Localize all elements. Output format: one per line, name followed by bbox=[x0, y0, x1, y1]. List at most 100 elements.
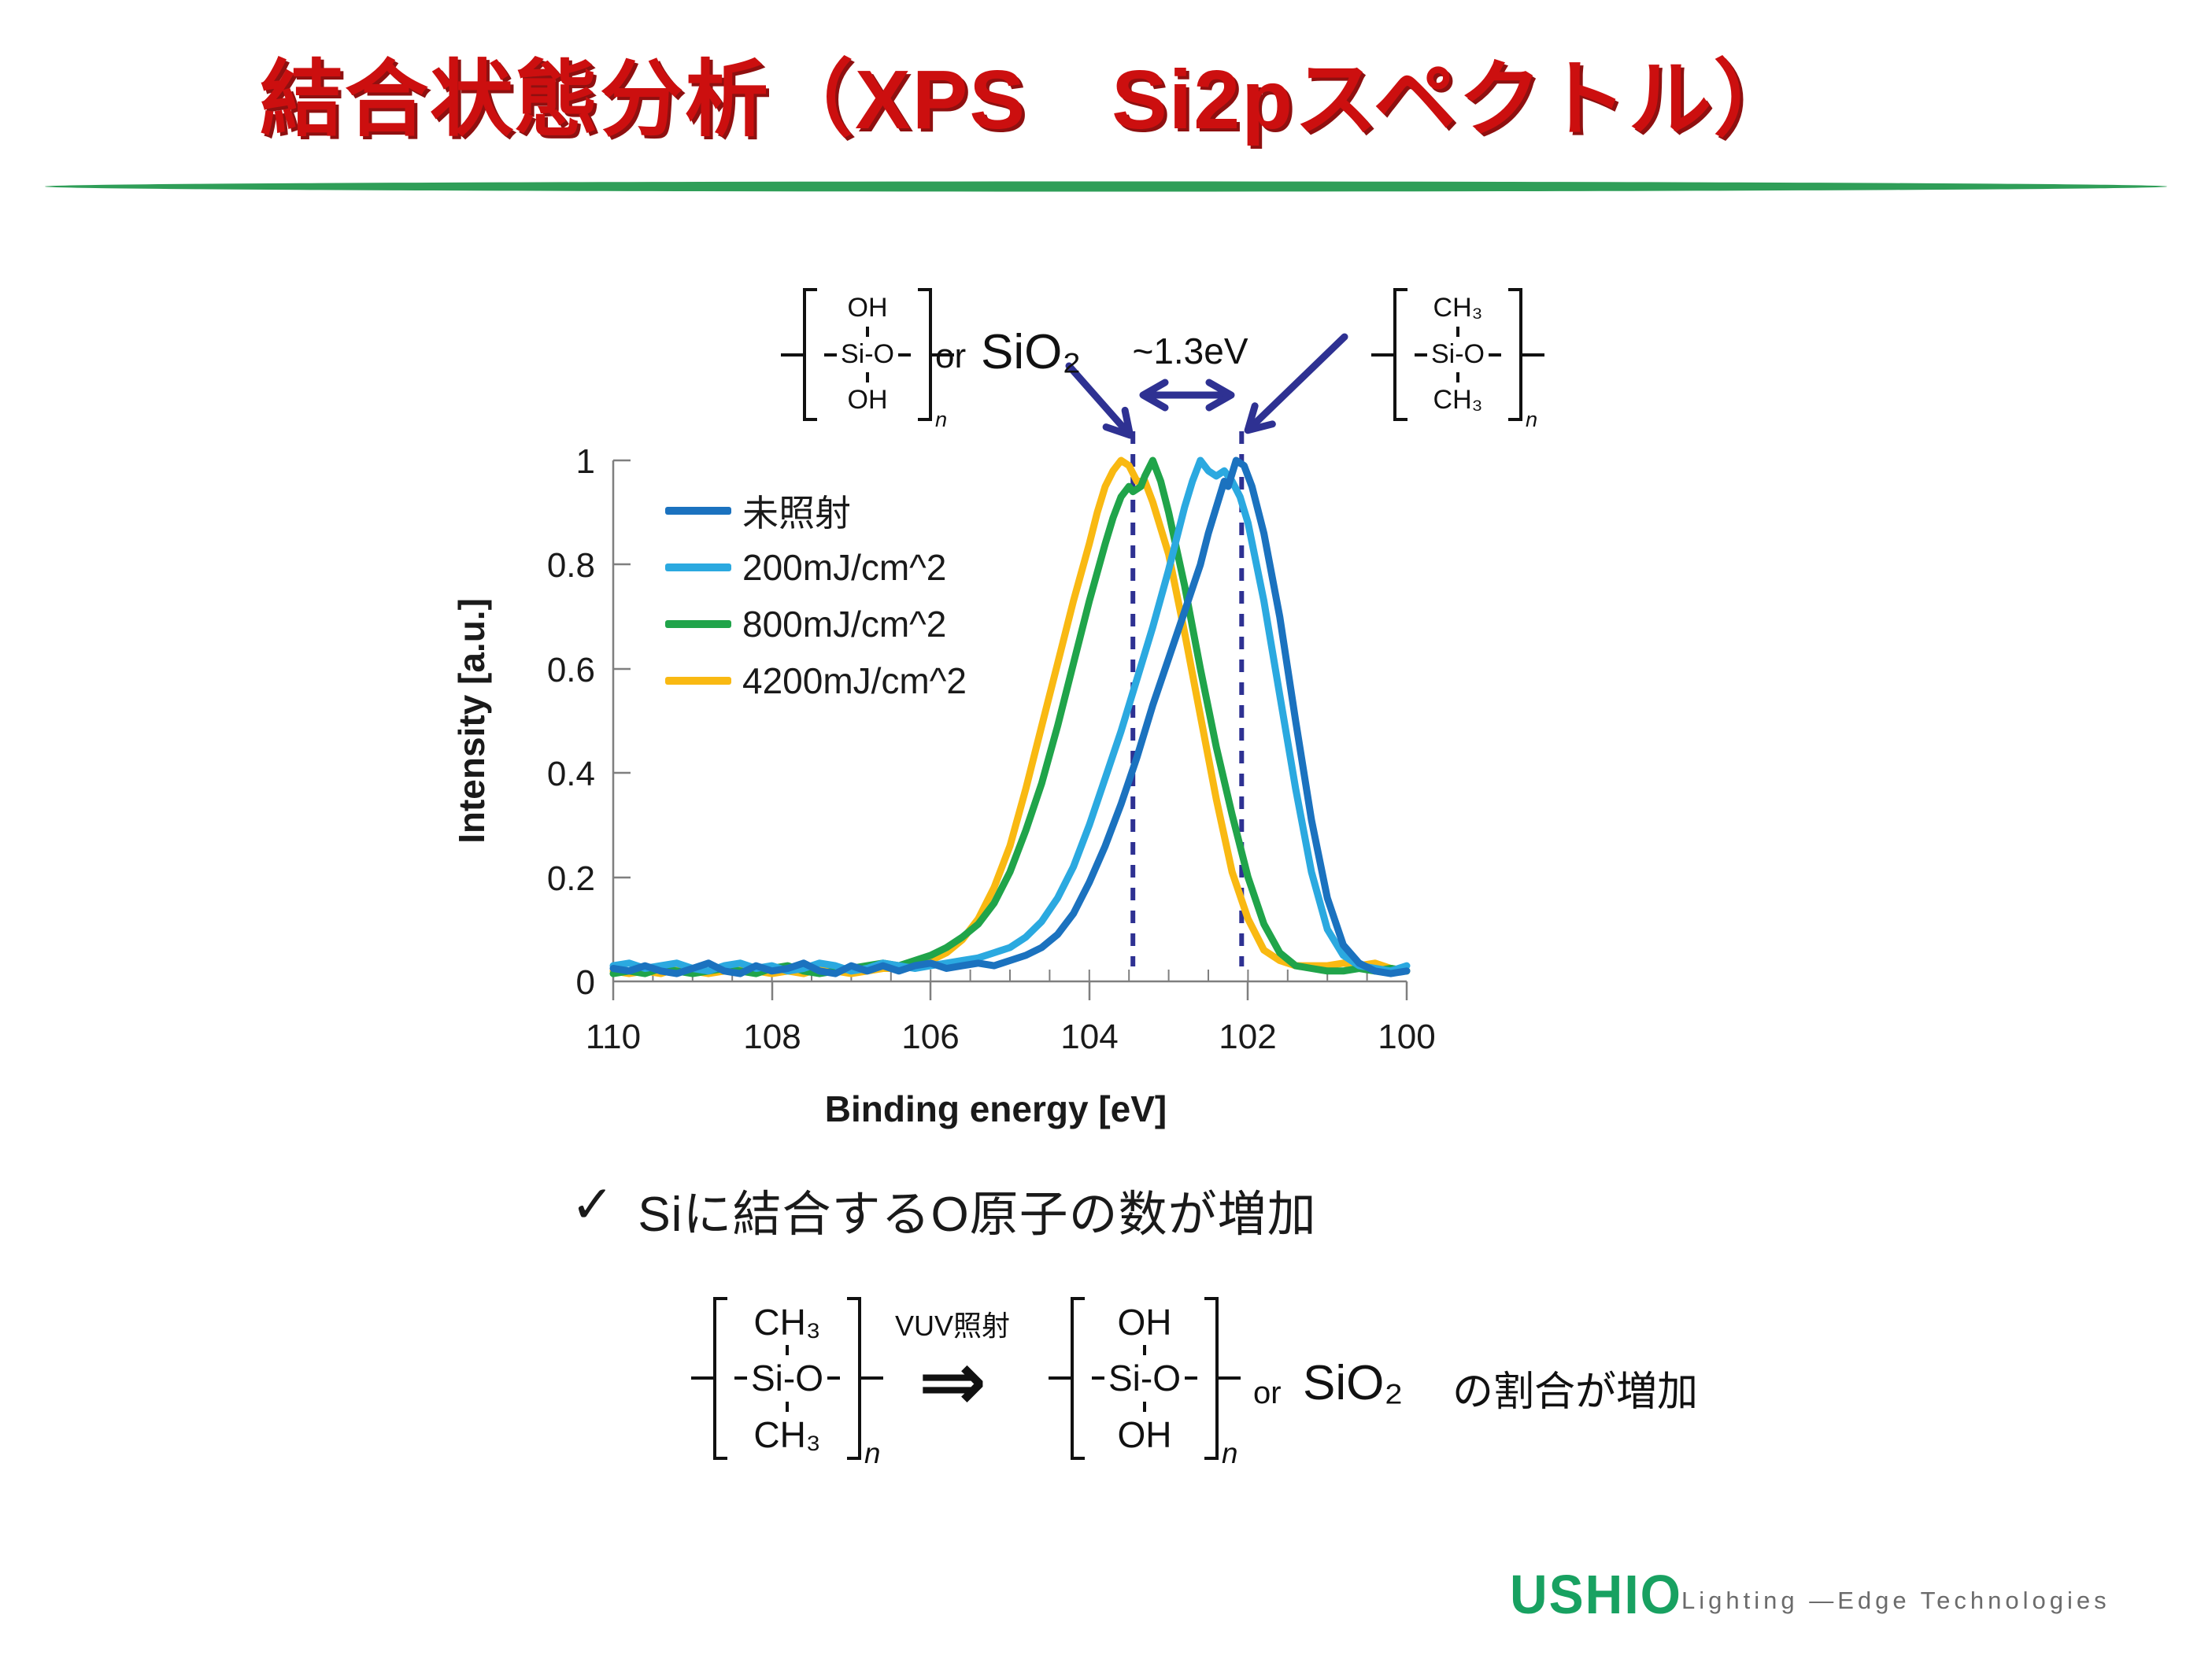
chain-bond bbox=[1371, 353, 1393, 357]
vertical-bond bbox=[1456, 326, 1459, 337]
backbone-row: Si-O bbox=[1411, 338, 1505, 369]
bond bbox=[898, 353, 911, 357]
bond bbox=[827, 1376, 840, 1380]
substituent-bottom: OH bbox=[1117, 1413, 1172, 1455]
substituent-top: CH₃ bbox=[753, 1302, 821, 1343]
structure-stack: OH Si-O OH bbox=[1085, 1297, 1204, 1460]
arrow-from-ch3-structure bbox=[1244, 333, 1348, 434]
chain-bond bbox=[861, 1376, 883, 1380]
substituent-top: CH₃ bbox=[1433, 293, 1483, 323]
legend-swatch bbox=[665, 563, 731, 571]
x-tick-label: 108 bbox=[743, 1018, 801, 1056]
page-title: 結合状態分析（XPS Si2pスペクトル） bbox=[260, 54, 1799, 146]
bracket-right bbox=[1204, 1297, 1219, 1460]
curve-800mJ bbox=[609, 456, 1411, 977]
x-tick-label: 102 bbox=[1219, 1018, 1276, 1056]
bracket-left bbox=[1393, 288, 1407, 422]
backbone: Si-O bbox=[1108, 1358, 1181, 1399]
legend-item-4200mJ: 4200mJ/cm^2 bbox=[665, 652, 967, 709]
vertical-bond bbox=[1143, 1401, 1146, 1412]
reaction-structure-after: OH Si-O OH n bbox=[1049, 1297, 1241, 1469]
chain-bond bbox=[1049, 1376, 1071, 1380]
legend-label: 未照射 bbox=[742, 493, 851, 534]
bracket-right bbox=[1508, 288, 1522, 422]
legend-item-800mJ: 800mJ/cm^2 bbox=[665, 596, 967, 652]
vertical-bond bbox=[866, 372, 869, 383]
bond bbox=[1489, 353, 1501, 357]
or-label: or bbox=[935, 337, 967, 375]
bracket-right bbox=[918, 288, 932, 422]
y-tick-label: 0 bbox=[576, 963, 595, 1002]
y-tick-label: 0.4 bbox=[547, 755, 595, 793]
vertical-bond bbox=[1143, 1345, 1146, 1356]
bond bbox=[1415, 353, 1427, 357]
x-axis-title: Binding energy [eV] bbox=[825, 1088, 1167, 1129]
bond bbox=[824, 353, 837, 357]
backbone: Si-O bbox=[841, 338, 894, 369]
chain-bond bbox=[1522, 353, 1544, 357]
substituent-bottom: OH bbox=[847, 385, 888, 416]
structure-stack: CH₃ Si-O CH₃ bbox=[1407, 288, 1508, 421]
reaction-result-text: の割合が増加 bbox=[1452, 1369, 1699, 1415]
x-tick-label: 104 bbox=[1060, 1018, 1118, 1056]
bond bbox=[1185, 1376, 1197, 1380]
substituent-bottom: CH₃ bbox=[753, 1413, 821, 1455]
spectra-curves bbox=[609, 456, 1411, 977]
title-divider bbox=[45, 181, 2167, 192]
x-axis-ticks bbox=[612, 981, 1408, 1000]
backbone-row: Si-O bbox=[1088, 1358, 1201, 1399]
x-tick-label: 110 bbox=[586, 1018, 641, 1056]
bond bbox=[1092, 1376, 1104, 1380]
y-axis-title: Intensity [a.u.] bbox=[451, 598, 492, 844]
backbone-row: Si-O bbox=[820, 338, 915, 369]
vertical-bond bbox=[786, 1345, 789, 1356]
bond bbox=[734, 1376, 747, 1380]
or-label-reaction: or bbox=[1253, 1376, 1282, 1410]
y-tick-label: 0.8 bbox=[547, 546, 595, 585]
y-tick-label: 0.2 bbox=[547, 859, 595, 898]
bracket-left bbox=[1071, 1297, 1085, 1460]
annotation-arrows bbox=[1065, 333, 1348, 439]
chain-bond bbox=[781, 353, 803, 357]
sio2-label: SiO₂ bbox=[981, 325, 1082, 379]
legend-swatch bbox=[665, 620, 731, 628]
ushio-logo: USHIO bbox=[1510, 1564, 1683, 1625]
legend-swatch bbox=[665, 507, 731, 515]
y-tick-label: 1 bbox=[576, 442, 595, 481]
chart-legend: 未照射 200mJ/cm^2 800mJ/cm^2 4200mJ/cm^2 bbox=[665, 482, 967, 709]
substituent-bottom: CH₃ bbox=[1433, 385, 1483, 416]
logo-tagline: Lighting —Edge Technologies bbox=[1681, 1587, 2110, 1614]
vertical-bond bbox=[866, 326, 869, 337]
vertical-bond bbox=[786, 1401, 789, 1412]
legend-label: 4200mJ/cm^2 bbox=[742, 660, 967, 701]
finding-statement: ✓ Siに結合するO原子の数が増加 bbox=[571, 1174, 1317, 1245]
bracket-left bbox=[803, 288, 817, 422]
finding-text: Siに結合するO原子の数が増加 bbox=[638, 1188, 1317, 1242]
x-tick-label: 106 bbox=[901, 1018, 959, 1056]
legend-swatch bbox=[665, 677, 731, 685]
structure-stack: OH Si-O OH bbox=[817, 288, 918, 421]
vertical-bond bbox=[1456, 372, 1459, 383]
backbone: Si-O bbox=[1431, 338, 1485, 369]
substituent-top: OH bbox=[847, 293, 888, 323]
vuv-condition-label: VUV照射 bbox=[894, 1310, 1011, 1342]
reaction-structure-before: CH₃ Si-O CH₃ n bbox=[691, 1297, 883, 1469]
y-tick-label: 0.6 bbox=[547, 651, 595, 689]
curve-unirradiated bbox=[609, 456, 1411, 977]
implies-arrow: ⇒ bbox=[918, 1336, 987, 1428]
reaction-condition: VUV照射 ⇒ bbox=[880, 1303, 1025, 1428]
chain-bond bbox=[1219, 1376, 1241, 1380]
checkmark-icon: ✓ bbox=[571, 1175, 615, 1233]
backbone-row: Si-O bbox=[731, 1359, 844, 1398]
substituent-top: OH bbox=[1117, 1302, 1172, 1343]
chain-bond bbox=[691, 1376, 713, 1380]
legend-label: 800mJ/cm^2 bbox=[742, 604, 947, 645]
structure-pdms: CH₃ Si-O CH₃ n bbox=[1371, 288, 1544, 430]
x-tick-label: 100 bbox=[1378, 1018, 1435, 1056]
bracket-left bbox=[713, 1297, 727, 1460]
arrow-from-sio2 bbox=[1065, 362, 1134, 439]
y-axis-ticks bbox=[613, 459, 631, 879]
energy-shift-label: ~1.3eV bbox=[1132, 331, 1248, 371]
legend-item-200mJ: 200mJ/cm^2 bbox=[665, 539, 967, 596]
